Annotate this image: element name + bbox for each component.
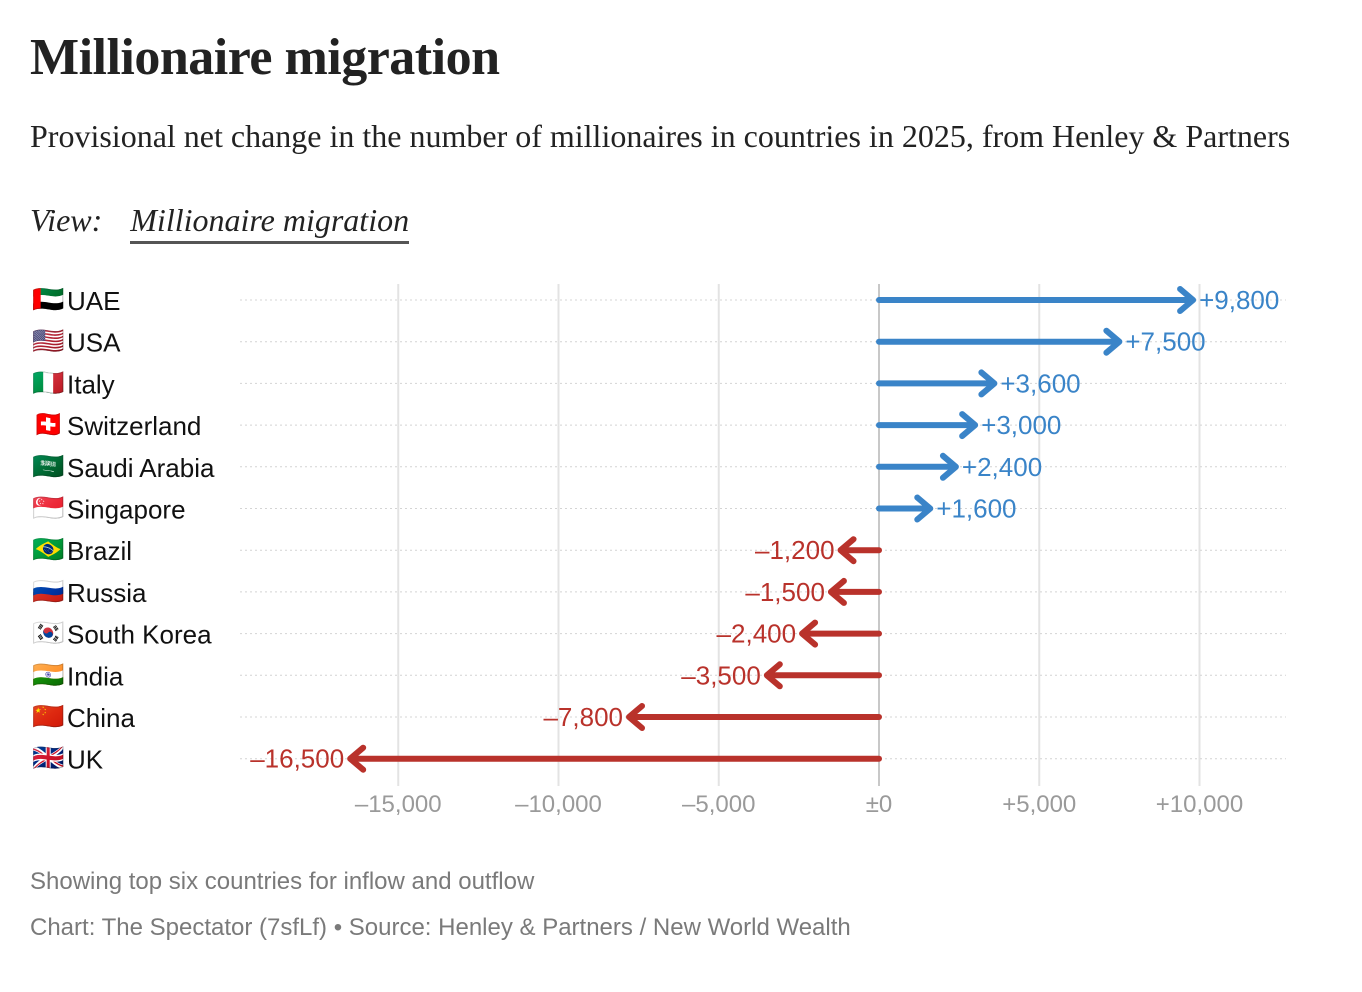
flag-icon: 🇨🇳 [32, 701, 64, 731]
value-label: –3,500 [681, 660, 761, 690]
country-label: USA [67, 328, 121, 358]
arrow-left-icon [827, 577, 847, 606]
table-row: 🇦🇪 UAE +9,800 [32, 284, 1286, 316]
table-row: 🇰🇷 South Korea –2,400 [32, 618, 1286, 650]
table-row: 🇨🇭 Switzerland +3,000 [32, 409, 1286, 441]
gridlines [397, 284, 1201, 786]
arrow-left-icon [799, 619, 819, 648]
table-row: 🇬🇧 UK –16,500 [32, 743, 1286, 775]
country-label: China [67, 703, 135, 733]
flag-icon: 🇰🇷 [32, 618, 64, 648]
x-tick-label: –5,000 [682, 791, 755, 818]
flag-icon: 🇺🇸 [32, 326, 64, 356]
view-dropdown[interactable]: Millionaire migration [130, 202, 410, 244]
country-label: South Korea [67, 620, 212, 650]
country-label: UK [67, 745, 104, 775]
x-tick-label: +10,000 [1156, 791, 1243, 818]
value-label: +7,500 [1125, 327, 1205, 357]
chart-title: Millionaire migration [30, 29, 500, 86]
country-label: Singapore [67, 495, 186, 525]
country-label: Russia [67, 578, 147, 608]
arrow-left-icon [347, 744, 367, 773]
flag-icon: 🇮🇳 [32, 659, 64, 689]
arrow-right-icon [914, 494, 934, 523]
x-tick-label: –10,000 [515, 791, 602, 818]
value-label: +3,000 [981, 410, 1061, 440]
x-tick-label: +5,000 [1002, 791, 1076, 818]
rows: 🇦🇪 UAE +9,800 🇺🇸 USA +7,500 🇮🇹 Italy +3,600 🇨🇭 Swi… [32, 284, 1286, 775]
table-row: 🇷🇺 Russia –1,500 [32, 576, 1286, 608]
table-row: 🇧🇷 Brazil –1,200 [32, 534, 1286, 566]
flag-icon: 🇦🇪 [32, 284, 64, 314]
flag-icon: 🇸🇦 [32, 451, 64, 481]
arrow-right-icon [959, 411, 979, 440]
arrow-right-icon [1177, 286, 1197, 314]
country-label: India [67, 661, 124, 691]
flag-icon: 🇬🇧 [32, 743, 64, 773]
flag-icon: 🇷🇺 [32, 576, 64, 606]
arrow-left-icon [837, 536, 857, 565]
value-label: +9,800 [1199, 285, 1279, 315]
view-label: View: [30, 202, 103, 238]
value-label: +2,400 [962, 452, 1042, 482]
view-selector-row: View: Millionaire migration [30, 202, 410, 248]
chart-subtitle: Provisional net change in the number of … [30, 118, 1291, 154]
country-label: Saudi Arabia [67, 453, 215, 483]
x-axis: –15,000 –10,000 –5,000 ±0 +5,000 +10,000 [355, 791, 1243, 818]
table-row: 🇮🇹 Italy +3,600 [32, 367, 1286, 399]
arrow-right-icon [978, 369, 998, 398]
arrow-right-icon [939, 452, 959, 481]
x-tick-label: –15,000 [355, 791, 442, 818]
table-row: 🇺🇸 USA +7,500 [32, 326, 1286, 358]
chart-note: Showing top six countries for inflow and… [30, 868, 535, 895]
table-row: 🇨🇳 China –7,800 [32, 701, 1286, 733]
value-label: –2,400 [717, 619, 797, 649]
flag-icon: 🇮🇹 [32, 367, 64, 397]
country-label: Italy [67, 369, 115, 399]
country-label: Switzerland [67, 411, 201, 441]
flag-icon: 🇨🇭 [32, 409, 64, 439]
country-label: Brazil [67, 536, 132, 566]
arrow-left-icon [626, 703, 646, 731]
flag-icon: 🇸🇬 [32, 493, 64, 523]
table-row: 🇮🇳 India –3,500 [32, 659, 1286, 691]
value-label: +1,600 [936, 494, 1016, 524]
chart-source: Chart: The Spectator (7sfLf) • Source: H… [30, 914, 851, 941]
value-label: –16,500 [250, 744, 344, 774]
value-label: –1,500 [745, 577, 825, 607]
chart: 🇦🇪 UAE +9,800 🇺🇸 USA +7,500 🇮🇹 Italy +3,600 🇨🇭 Swi… [32, 284, 1286, 818]
table-row: 🇸🇦 Saudi Arabia +2,400 [32, 451, 1286, 483]
x-tick-label: ±0 [866, 791, 893, 818]
value-label: –7,800 [543, 702, 623, 732]
country-label: UAE [67, 286, 120, 316]
value-label: +3,600 [1000, 368, 1080, 398]
arrow-right-icon [1103, 327, 1123, 356]
value-label: –1,200 [755, 535, 835, 565]
arrow-left-icon [763, 661, 783, 690]
flag-icon: 🇧🇷 [32, 534, 64, 564]
table-row: 🇸🇬 Singapore +1,600 [32, 493, 1286, 525]
